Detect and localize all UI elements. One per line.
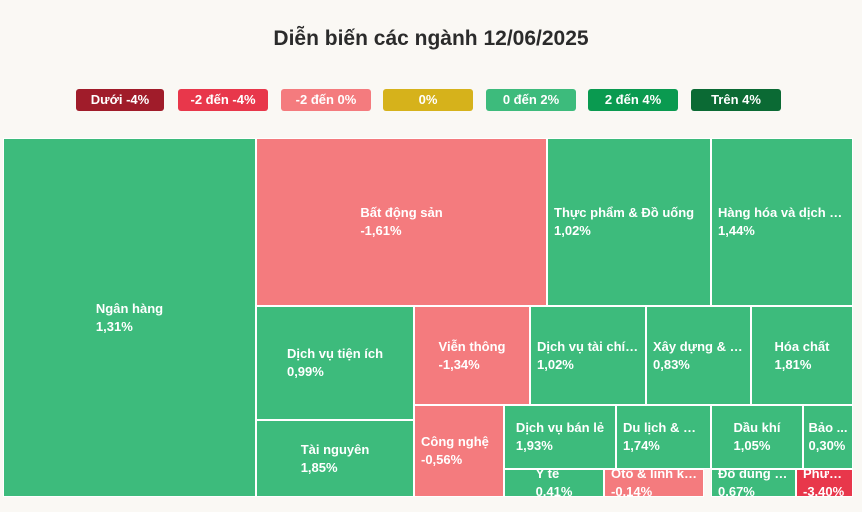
sector-label: Dịch vụ tài chính 1,02%	[531, 338, 645, 374]
sector-name: Thực phẩm & Đồ uống	[554, 205, 695, 220]
sector-tile[interactable]: Công nghệ -0,56%	[414, 405, 504, 497]
sector-tile[interactable]: Dầu khí 1,05%	[711, 405, 803, 469]
sector-tile[interactable]: Xây dựng & V... 0,83%	[646, 306, 751, 405]
sector-label: Ôtô & linh ki... -0,14%	[605, 469, 703, 497]
sector-name: Hàng hóa và dịch v...	[718, 205, 846, 220]
sector-label: Bảo ... 0,30%	[804, 419, 852, 455]
sector-change: -0,56%	[421, 452, 463, 467]
sector-tile[interactable]: Ngân hàng 1,31%	[3, 138, 256, 497]
sector-name: Viễn thông	[438, 338, 506, 354]
sector-name: Dầu khí	[733, 420, 781, 435]
sector-name: Ngân hàng	[95, 300, 164, 316]
sector-tile[interactable]: Dịch vụ tài chính 1,02%	[530, 306, 646, 405]
sector-name: Dịch vụ tiện ích	[286, 346, 384, 361]
sector-name: Y tế	[535, 469, 560, 481]
sector-label: Ngân hàng 1,31%	[90, 300, 169, 336]
sector-tile[interactable]: Dịch vụ tiện ích 0,99%	[256, 306, 414, 420]
sector-tile[interactable]: Ôtô & linh ki... -0,14%	[604, 469, 704, 497]
sector-label: Hóa chất 1,81%	[769, 338, 836, 374]
sector-tile[interactable]: Hàng hóa và dịch v... 1,44%	[711, 138, 853, 306]
sector-change: 1,02%	[537, 356, 574, 372]
sector-tile[interactable]: Đồ dùng cá nhân và đồ gia dụng 0,67%	[711, 469, 796, 497]
legend-item[interactable]: Dưới -4%	[76, 89, 164, 111]
legend-item[interactable]: 0%	[383, 89, 473, 111]
legend: Dưới -4% -2 đến -4% -2 đến 0% 0% 0 đến 2% 2 đ…	[0, 89, 862, 111]
sector-change: 1,85%	[300, 459, 338, 475]
sector-name: Bảo ...	[808, 420, 848, 435]
sector-change: 1,93%	[515, 438, 553, 453]
sector-label: Xây dựng & V... 0,83%	[647, 338, 750, 374]
sector-label: Phươ... -3,40%	[797, 469, 852, 497]
sector-tile[interactable]: Bất động sản -1,61%	[256, 138, 547, 306]
sector-change: 1,74%	[623, 438, 660, 453]
sector-change: 0,83%	[653, 356, 690, 372]
sector-tile[interactable]: Hóa chất 1,81%	[751, 306, 853, 405]
legend-item[interactable]: Trên 4%	[691, 89, 781, 111]
sector-tile[interactable]: Du lịch & Gi... 1,74%	[616, 405, 711, 469]
legend-item[interactable]: 2 đến 4%	[588, 89, 678, 111]
sector-label: Y tế 0,41%	[530, 469, 579, 497]
sector-name: Tài nguyên	[300, 441, 370, 457]
legend-item[interactable]: -2 đến 0%	[281, 89, 371, 111]
sector-name: Hóa chất	[774, 338, 830, 354]
chart-title: Diễn biến các ngành 12/06/2025	[273, 27, 589, 50]
sector-tile[interactable]: Thực phẩm & Đồ uống 1,02%	[547, 138, 711, 306]
sector-change: -1,34%	[438, 356, 480, 372]
sector-label: Thực phẩm & Đồ uống 1,02%	[548, 204, 710, 240]
sector-tile[interactable]: Phươ... -3,40%	[796, 469, 853, 497]
legend-item[interactable]: -2 đến -4%	[178, 89, 268, 111]
sector-change: 1,05%	[733, 438, 771, 453]
sector-name: Bất động sản	[360, 205, 443, 220]
sector-name: Công nghệ	[421, 434, 489, 449]
sector-label: Hàng hóa và dịch v... 1,44%	[712, 204, 852, 240]
sector-change: 0,30%	[808, 438, 846, 453]
sector-label: Công nghệ -0,56%	[415, 433, 503, 469]
sector-change: 0,99%	[286, 364, 324, 379]
sector-name: Ôtô & linh ki...	[611, 469, 697, 481]
sector-change: -0,14%	[611, 484, 653, 497]
sector-tile[interactable]: Y tế 0,41%	[504, 469, 604, 497]
sector-change: 1,31%	[95, 318, 133, 334]
sector-change: 0,41%	[535, 484, 573, 497]
sector-name: Đồ dùng cá nhân và đồ gia dụng	[718, 469, 789, 481]
sector-tile[interactable]: Tài nguyên 1,85%	[256, 420, 414, 497]
sector-label: Bất động sản -1,61%	[354, 204, 448, 240]
sector-label: Dịch vụ bán lẻ 1,93%	[510, 419, 610, 455]
sector-change: -1,61%	[360, 223, 402, 238]
sector-label: Dầu khí 1,05%	[728, 419, 787, 455]
sector-label: Dịch vụ tiện ích 0,99%	[281, 345, 389, 381]
sector-name: Phươ...	[803, 469, 846, 481]
sector-change: 1,02%	[554, 223, 591, 238]
sector-tile[interactable]: Viễn thông -1,34%	[414, 306, 530, 405]
sector-tile[interactable]: Dịch vụ bán lẻ 1,93%	[504, 405, 616, 469]
sector-tile[interactable]: Bảo ... 0,30%	[803, 405, 853, 469]
sector-name: Xây dựng & V...	[653, 338, 744, 354]
sector-label: Du lịch & Gi... 1,74%	[617, 419, 710, 455]
sector-label: Đồ dùng cá nhân và đồ gia dụng 0,67%	[712, 469, 795, 497]
sector-change: -3,40%	[803, 484, 845, 497]
sector-label: Viễn thông -1,34%	[433, 338, 512, 374]
sector-change: 1,44%	[718, 223, 755, 238]
sector-change: 1,81%	[774, 356, 812, 372]
sector-name: Dịch vụ tài chính	[537, 338, 639, 354]
sector-label: Tài nguyên 1,85%	[295, 441, 376, 477]
legend-item[interactable]: 0 đến 2%	[486, 89, 576, 111]
sector-name: Du lịch & Gi...	[623, 420, 704, 435]
sector-change: 0,67%	[718, 484, 755, 497]
sector-name: Dịch vụ bán lẻ	[515, 420, 605, 435]
